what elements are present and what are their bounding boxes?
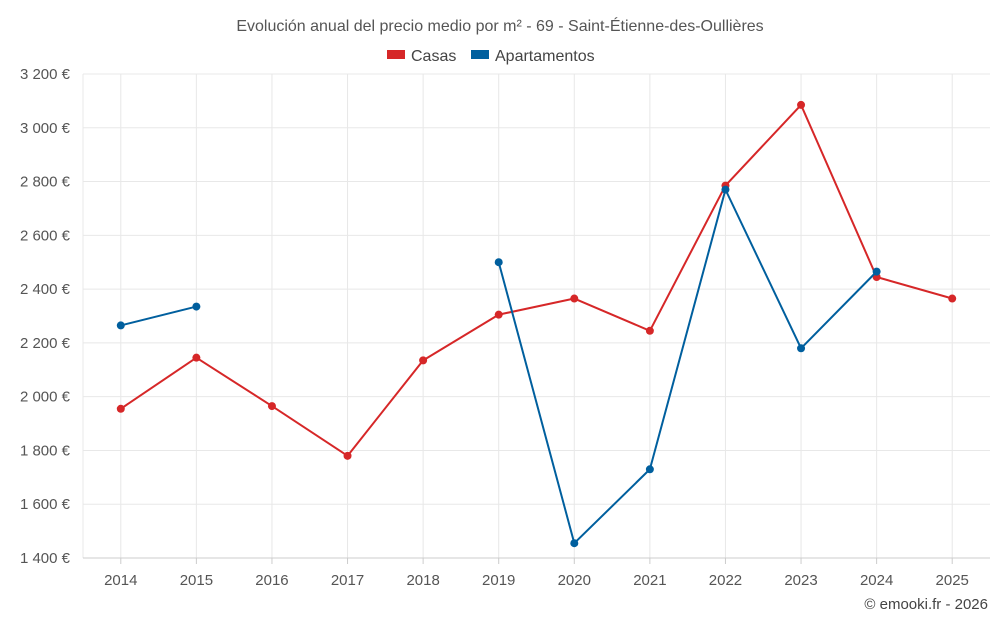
legend-swatch-apartamentos [471, 50, 489, 59]
data-point-casas-2021[interactable] [645, 326, 654, 335]
y-tick-label: 2 400 € [20, 281, 71, 298]
data-point-apartamentos-2019[interactable] [494, 258, 503, 267]
series-apartamentos [116, 185, 881, 548]
x-tick-label: 2014 [104, 572, 137, 589]
data-point-casas-2020[interactable] [570, 294, 579, 303]
x-tick-label: 2020 [558, 572, 591, 589]
y-tick-label: 2 000 € [20, 389, 71, 406]
legend-item-apartamentos[interactable]: Apartamentos [471, 48, 595, 65]
y-tick-label: 1 400 € [20, 550, 71, 567]
legend-item-casas[interactable]: Casas [387, 48, 456, 65]
data-point-apartamentos-2015[interactable] [192, 302, 201, 311]
data-point-casas-2023[interactable] [797, 100, 806, 109]
data-point-casas-2025[interactable] [948, 294, 957, 303]
data-point-apartamentos-2014[interactable] [116, 321, 125, 330]
data-point-casas-2014[interactable] [116, 404, 125, 413]
x-tick-label: 2022 [709, 572, 742, 589]
series [116, 100, 957, 548]
x-tick-label: 2017 [331, 572, 364, 589]
y-tick-label: 1 600 € [20, 496, 71, 513]
axes: 1 400 € 1 600 € 1 800 € 2 000 € 2 200 € 2 400… [20, 66, 990, 589]
data-point-casas-2016[interactable] [267, 402, 276, 411]
data-point-apartamentos-2022[interactable] [721, 185, 730, 194]
x-tick-label: 2025 [936, 572, 969, 589]
data-point-casas-2018[interactable] [419, 356, 428, 365]
y-tick-label: 2 600 € [20, 227, 71, 244]
data-point-casas-2017[interactable] [343, 451, 352, 460]
data-point-apartamentos-2020[interactable] [570, 539, 579, 548]
x-tick-label: 2021 [633, 572, 666, 589]
y-tick-label: 3 200 € [20, 66, 71, 83]
grid [82, 73, 990, 558]
y-tick-label: 2 800 € [20, 174, 71, 191]
series-line-casas [120, 103, 953, 457]
data-point-casas-2015[interactable] [192, 353, 201, 362]
x-tick-label: 2015 [180, 572, 213, 589]
x-tick-label: 2019 [482, 572, 515, 589]
legend: Casas Apartamentos [387, 48, 595, 65]
series-line-apartamentos [497, 188, 878, 545]
data-point-apartamentos-2021[interactable] [645, 465, 654, 474]
data-point-casas-2019[interactable] [494, 310, 503, 319]
data-point-apartamentos-2024[interactable] [872, 267, 881, 276]
y-tick-label: 3 000 € [20, 120, 71, 137]
x-tick-label: 2024 [860, 572, 893, 589]
legend-label-apartamentos: Apartamentos [495, 48, 595, 65]
chart-title: Evolución anual del precio medio por m² … [236, 16, 763, 35]
y-tick-label: 2 200 € [20, 335, 71, 352]
x-tick-label: 2016 [255, 572, 288, 589]
x-tick-label: 2018 [406, 572, 439, 589]
data-point-apartamentos-2023[interactable] [797, 344, 806, 353]
credit-text: © emooki.fr - 2026 [864, 596, 988, 613]
x-tick-label: 2023 [784, 572, 817, 589]
legend-swatch-casas [387, 50, 405, 59]
legend-label-casas: Casas [411, 48, 456, 65]
series-line-apartamentos [120, 305, 197, 327]
y-tick-label: 1 800 € [20, 442, 71, 459]
